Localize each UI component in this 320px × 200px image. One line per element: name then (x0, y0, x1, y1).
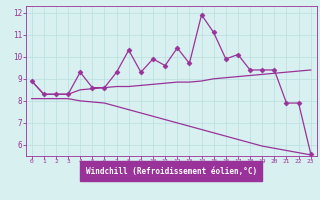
X-axis label: Windchill (Refroidissement éolien,°C): Windchill (Refroidissement éolien,°C) (86, 167, 257, 176)
